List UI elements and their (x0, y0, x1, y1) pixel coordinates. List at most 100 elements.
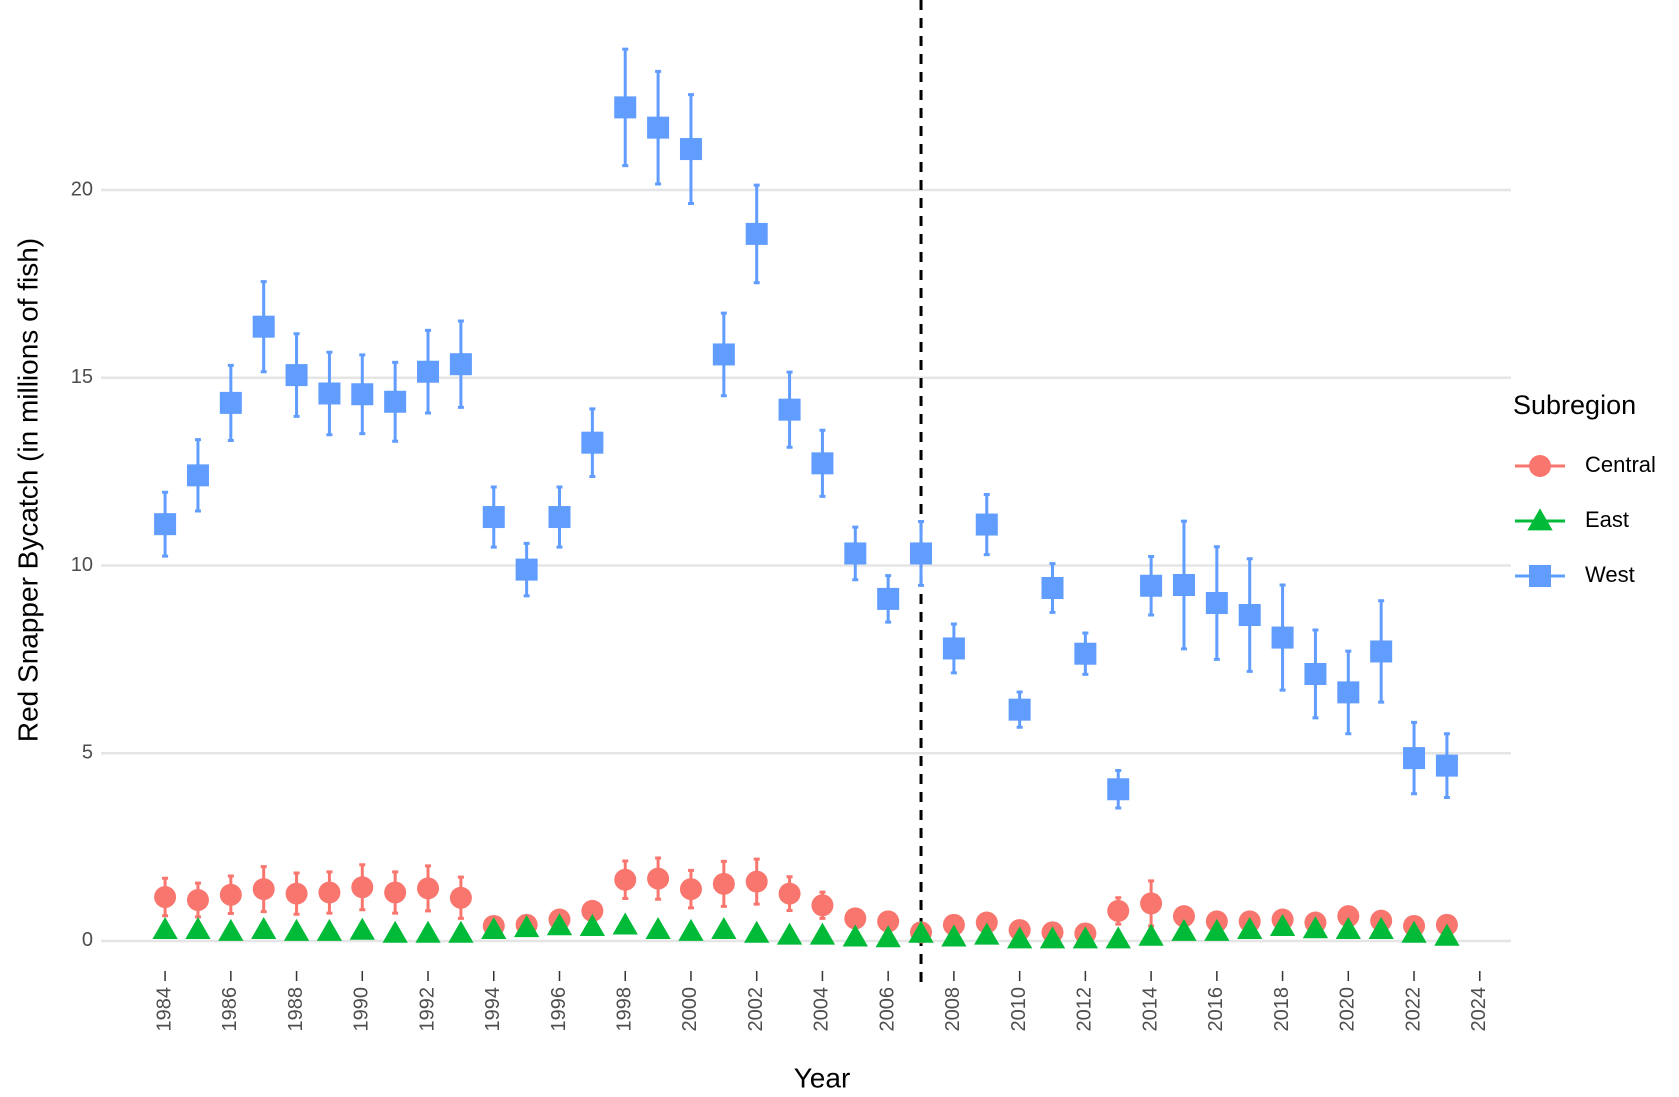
legend-label: Central (1585, 452, 1656, 477)
marker (809, 922, 836, 945)
marker (844, 907, 867, 930)
marker (678, 918, 704, 941)
marker (612, 912, 638, 935)
marker (548, 506, 571, 529)
marker (614, 868, 637, 891)
marker (941, 924, 967, 947)
marker (1074, 642, 1097, 665)
marker (647, 116, 670, 139)
marker (417, 877, 440, 900)
legend-marker (1527, 508, 1553, 531)
marker (844, 542, 867, 565)
marker (218, 918, 244, 941)
marker (1140, 574, 1163, 597)
marker (1304, 662, 1327, 685)
marker (384, 390, 407, 413)
marker (811, 452, 834, 475)
marker (745, 870, 768, 893)
x-axis-title: Year (794, 1062, 851, 1093)
marker (318, 881, 341, 904)
x-tick-label: 1994 (482, 987, 504, 1032)
marker (581, 899, 604, 922)
y-tick-label: 0 (82, 929, 93, 951)
marker (942, 637, 965, 660)
marker (875, 925, 901, 948)
marker (744, 920, 770, 943)
marker (1403, 747, 1426, 770)
marker (382, 920, 408, 943)
marker (186, 889, 209, 912)
marker (513, 915, 540, 938)
y-tick-label: 5 (82, 741, 93, 763)
marker (877, 587, 900, 610)
x-tick-label: 2020 (1337, 987, 1359, 1032)
legend-marker (1529, 565, 1551, 587)
x-tick-label: 2004 (811, 987, 833, 1032)
marker (152, 917, 178, 940)
legend-label: East (1585, 507, 1629, 532)
marker (1269, 914, 1296, 937)
marker (349, 917, 375, 940)
marker (448, 920, 474, 943)
x-tick-label: 2016 (1205, 987, 1227, 1032)
marker (252, 878, 275, 901)
x-tick-label: 2002 (745, 987, 767, 1032)
marker (712, 343, 735, 366)
marker (679, 878, 702, 901)
marker (252, 315, 275, 338)
marker (285, 882, 308, 905)
marker (1271, 626, 1294, 649)
marker (285, 364, 308, 387)
marker (1337, 905, 1360, 928)
marker (1041, 577, 1064, 600)
marker (1107, 778, 1130, 801)
marker (1039, 926, 1066, 949)
marker (910, 542, 933, 565)
marker (449, 353, 472, 376)
marker (778, 882, 801, 905)
x-tick-label: 1992 (416, 987, 438, 1032)
marker (219, 883, 242, 906)
marker (185, 917, 211, 940)
marker (1008, 698, 1031, 721)
marker (449, 886, 472, 909)
marker (481, 917, 507, 940)
marker (908, 920, 934, 943)
marker (974, 922, 1000, 945)
marker (745, 222, 768, 245)
marker (283, 918, 310, 941)
marker (316, 918, 343, 941)
marker (975, 513, 998, 536)
marker (581, 431, 604, 454)
marker (1205, 592, 1228, 615)
marker (1140, 892, 1163, 915)
marker (1370, 640, 1393, 663)
marker (1335, 917, 1361, 940)
marker (154, 886, 177, 909)
x-tick-label: 2008 (942, 987, 964, 1032)
marker (1171, 918, 1197, 941)
marker (515, 558, 538, 581)
marker (1172, 574, 1195, 596)
marker (711, 917, 737, 940)
marker (415, 920, 441, 943)
x-tick-label: 2022 (1402, 987, 1424, 1032)
x-tick-label: 2000 (679, 987, 701, 1032)
x-tick-label: 1988 (285, 987, 307, 1032)
marker (1072, 926, 1099, 949)
marker (351, 383, 374, 406)
legend-marker (1529, 455, 1551, 477)
x-tick-label: 2010 (1008, 987, 1030, 1032)
marker (219, 391, 242, 414)
x-tick-label: 2024 (1468, 987, 1490, 1032)
marker (1138, 923, 1164, 946)
y-axis-title: Red Snapper Bycatch (in millions of fish… (12, 238, 43, 742)
marker (778, 398, 801, 421)
marker (154, 513, 177, 536)
x-tick-label: 1998 (614, 987, 636, 1032)
marker (811, 894, 834, 917)
marker (712, 872, 735, 895)
marker (614, 96, 637, 119)
marker (482, 506, 505, 529)
marker (1434, 923, 1460, 946)
